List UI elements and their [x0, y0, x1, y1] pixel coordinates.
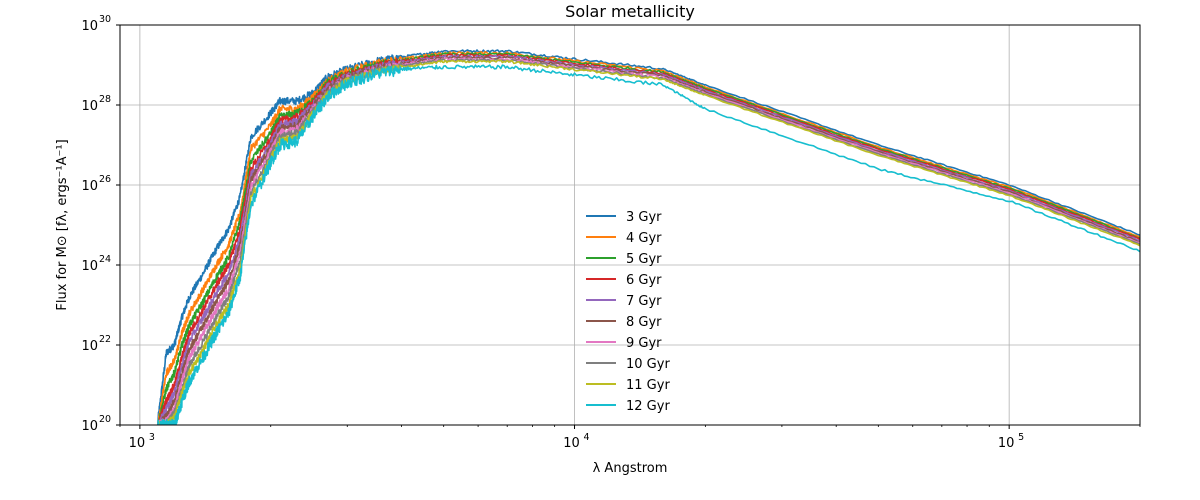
- plot-area: [157, 49, 1140, 425]
- x-tick-label: 10: [998, 436, 1015, 451]
- legend-label: 5 Gyr: [626, 252, 662, 267]
- y-tick-label: 10: [81, 259, 98, 274]
- y-tick-exponent: 28: [99, 94, 111, 105]
- legend-label: 7 Gyr: [626, 294, 662, 309]
- x-axis-label: λ Angstrom: [593, 461, 668, 476]
- y-tick-exponent: 22: [99, 334, 111, 345]
- legend-label: 12 Gyr: [626, 399, 670, 414]
- legend-label: 11 Gyr: [626, 378, 670, 393]
- chart-title: Solar metallicity: [565, 2, 695, 21]
- y-tick-exponent: 20: [99, 414, 111, 425]
- y-tick-exponent: 26: [99, 174, 111, 185]
- plot-frame: [119, 24, 1141, 426]
- y-tick-label: 10: [81, 99, 98, 114]
- legend: 3 Gyr 4 Gyr 5 Gyr 6 Gyr 7 Gyr 8 Gyr 9 Gyr 10 Gy…: [586, 210, 670, 414]
- y-tick-label: 10: [81, 339, 98, 354]
- series-layer: [157, 49, 1140, 425]
- legend-label: 3 Gyr: [626, 210, 662, 225]
- legend-label: 8 Gyr: [626, 315, 662, 330]
- y-tick-label: 10: [81, 179, 98, 194]
- grid: [120, 25, 1140, 425]
- legend-label: 4 Gyr: [626, 231, 662, 246]
- y-tick-exponent: 24: [99, 254, 111, 265]
- series-line-12-gyr: [157, 64, 1140, 425]
- legend-label: 6 Gyr: [626, 273, 662, 288]
- x-tick-label: 10: [129, 436, 146, 451]
- x-tick-exponent: 5: [1018, 432, 1024, 443]
- series-line-3-gyr: [157, 49, 1140, 422]
- y-tick-label: 10: [81, 419, 98, 434]
- legend-label: 10 Gyr: [626, 357, 670, 372]
- legend-label: 9 Gyr: [626, 336, 662, 351]
- y-axis-label: Flux for M⊙ [fλ, ergs⁻¹A⁻¹]: [55, 139, 70, 310]
- x-axis: 10 3 10 4 10 5: [119, 425, 1141, 451]
- y-tick-exponent: 30: [99, 14, 111, 25]
- y-tick-label: 10: [81, 19, 98, 34]
- series-line-9-gyr: [157, 57, 1140, 425]
- x-tick-label: 10: [563, 436, 580, 451]
- x-tick-exponent: 3: [149, 432, 155, 443]
- x-tick-exponent: 4: [584, 432, 590, 443]
- series-line-5-gyr: [157, 52, 1140, 425]
